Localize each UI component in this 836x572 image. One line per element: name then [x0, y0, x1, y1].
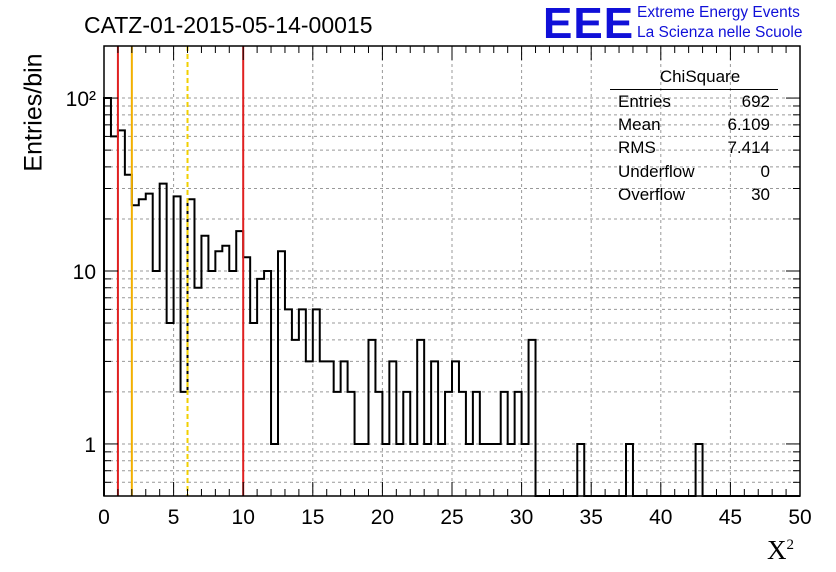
stats-label: Overflow [618, 184, 686, 204]
histogram-bin [368, 340, 375, 496]
histogram-bin [222, 246, 229, 496]
stats-value: 0 [760, 161, 770, 181]
stats-label: Underflow [618, 161, 695, 181]
histogram-bin [104, 98, 111, 496]
x-axis-label-sup: 2 [786, 537, 795, 553]
histogram-bin [250, 323, 257, 496]
axis-tick-labels: 0 5 10 15 20 25 30 35 40 45 50 1 10 10² [66, 88, 812, 529]
stats-row-entries: Entries 692 [610, 92, 778, 115]
x-tick-label: 20 [371, 506, 394, 529]
x-tick-label: 45 [719, 506, 742, 529]
histogram-bin [285, 309, 292, 496]
histogram-bin [201, 236, 208, 496]
eee-logo: EEE [543, 0, 635, 48]
stats-label: Entries [618, 92, 671, 111]
y-axis-label: Entries/bin [19, 53, 48, 172]
histogram-bin [327, 361, 334, 496]
histogram-bin [146, 194, 153, 496]
histogram-bin [174, 196, 181, 496]
stats-row-overflow: Overflow 30 [610, 185, 778, 208]
histogram-bin [417, 340, 424, 496]
histogram-bin [264, 271, 271, 496]
histogram-bin [243, 257, 250, 496]
histogram-bin [118, 130, 125, 496]
histogram-outline [103, 97, 800, 497]
x-tick-label: 5 [168, 506, 180, 529]
stats-value: 692 [741, 92, 770, 111]
stats-row-rms: RMS 7.414 [610, 138, 778, 161]
histogram-bin [529, 340, 536, 496]
histogram-bin [452, 361, 459, 496]
x-tick-label: 10 [232, 506, 255, 529]
histogram-bin [167, 323, 174, 496]
stats-value: 30 [751, 184, 770, 204]
stats-value: 7.414 [727, 138, 770, 158]
stats-title: ChiSquare [610, 67, 778, 90]
histogram-bin [313, 309, 320, 496]
histogram-bin [320, 361, 327, 496]
x-tick-label: 0 [98, 506, 110, 529]
cut-lines [116, 46, 245, 496]
histogram-bin [299, 309, 306, 496]
logo-line-1: Extreme Energy Events [637, 4, 800, 21]
x-tick-label: 35 [580, 506, 603, 529]
axis-ticks [103, 45, 801, 497]
x-tick-label: 15 [301, 506, 324, 529]
x-tick-label: 40 [649, 506, 672, 529]
x-tick-label: 25 [440, 506, 463, 529]
x-tick-label: 30 [510, 506, 533, 529]
stats-row-mean: Mean 6.109 [610, 115, 778, 138]
stats-row-underflow: Underflow 0 [610, 162, 778, 185]
x-axis-label: X2 [767, 535, 794, 566]
histogram-bin [111, 136, 118, 496]
x-tick-label: 50 [788, 506, 811, 529]
histogram-bin [132, 205, 139, 496]
stats-box: ChiSquare Entries 692 Mean 6.109 RMS 7.414 … [610, 67, 778, 208]
histogram-bin [431, 361, 438, 496]
y-tick-label: 1 [84, 434, 96, 457]
histogram-bars [103, 97, 800, 497]
histogram-bin [125, 175, 132, 496]
chart-title: CATZ-01-2015-05-14-00015 [84, 12, 373, 38]
histogram-bin [341, 361, 348, 496]
y-tick-label: 10² [66, 88, 96, 111]
histogram-bin [257, 279, 264, 496]
histogram-bin [208, 271, 215, 496]
logo-line-2: La Scienza nelle Scuole [637, 24, 803, 41]
logo-caption: Extreme Energy Events La Scienza nelle S… [637, 3, 802, 43]
histogram-bin [153, 271, 160, 496]
stats-label: RMS [618, 138, 656, 158]
histogram-bin [306, 361, 313, 496]
y-tick-label: 10 [73, 261, 96, 284]
x-axis-label-base: X [767, 535, 787, 565]
histogram-bin [292, 340, 299, 496]
stats-value: 6.109 [727, 115, 770, 135]
histogram-bin [389, 361, 396, 496]
histogram-bin [229, 271, 236, 496]
stats-label: Mean [618, 115, 661, 135]
